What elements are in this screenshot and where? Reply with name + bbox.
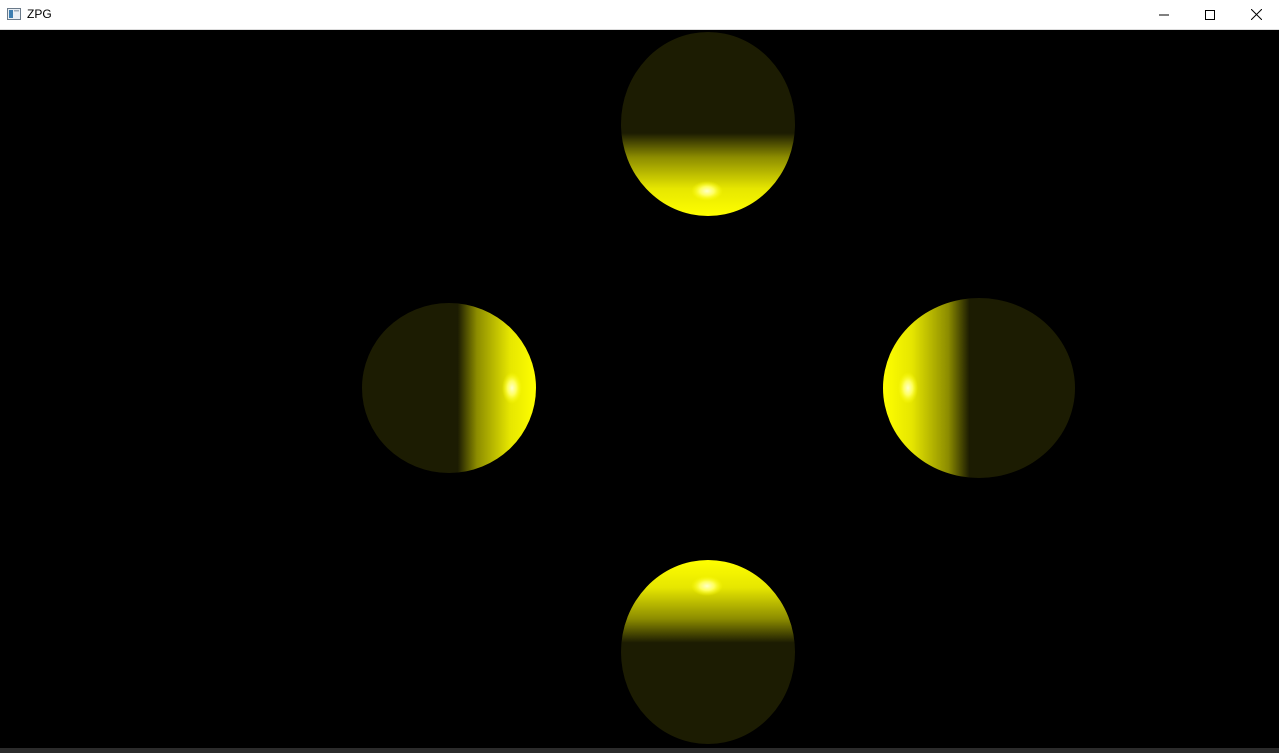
maximize-icon xyxy=(1205,9,1215,20)
sphere-right xyxy=(883,298,1075,478)
maximize-button[interactable] xyxy=(1187,0,1233,29)
title-bar[interactable]: ZPG xyxy=(0,0,1279,30)
sphere-bottom xyxy=(621,560,795,744)
sphere-top xyxy=(621,32,795,216)
app-window-icon xyxy=(7,8,21,20)
render-viewport[interactable] xyxy=(0,30,1279,748)
window-bottom-border xyxy=(0,748,1279,753)
close-icon xyxy=(1250,9,1262,20)
minimize-icon xyxy=(1159,14,1169,15)
window-title: ZPG xyxy=(27,7,52,21)
scene-canvas xyxy=(362,32,1075,744)
sphere-left xyxy=(362,303,536,473)
close-button[interactable] xyxy=(1233,0,1279,29)
minimize-button[interactable] xyxy=(1141,0,1187,29)
